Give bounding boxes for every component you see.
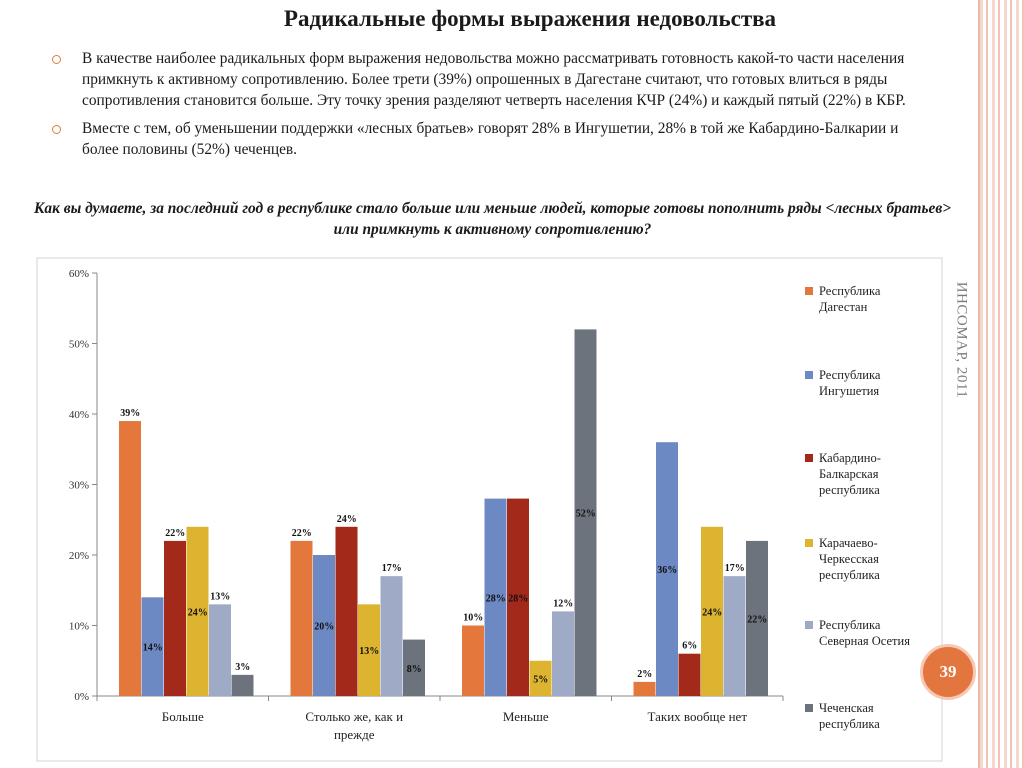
legend-swatch (805, 454, 813, 462)
y-tick-label: 60% (69, 268, 89, 280)
decorative-stripe-edge (978, 0, 980, 768)
bar (403, 639, 425, 696)
legend-label: Республика (819, 284, 881, 298)
data-label: 28% (486, 593, 506, 604)
bar (507, 498, 529, 696)
x-category-label: Таких вообще нет (647, 709, 747, 724)
bullet-circle-icon (52, 125, 61, 134)
bullet-item: Вместе с тем, об уменьшении поддержки «л… (52, 118, 922, 160)
bar (313, 555, 335, 696)
bar (574, 329, 597, 696)
legend-swatch (805, 371, 813, 379)
y-tick-label: 10% (69, 621, 89, 633)
data-label: 24% (188, 607, 208, 618)
bar (380, 576, 403, 696)
data-label: 6% (682, 641, 697, 652)
x-category-label: Больше (162, 709, 204, 724)
bar (678, 653, 701, 696)
data-label: 22% (292, 528, 312, 539)
legend-label: Балкарская (819, 467, 879, 481)
bar (484, 498, 507, 696)
bar (701, 526, 723, 696)
legend-label: Республика (819, 618, 881, 632)
legend-swatch (805, 704, 813, 712)
data-label: 14% (143, 643, 163, 654)
legend-label: Ингушетия (819, 384, 879, 398)
bullet-text: Вместе с тем, об уменьшении поддержки «л… (82, 120, 899, 158)
data-label: 17% (725, 563, 745, 574)
legend-label: Черкесская (819, 552, 879, 566)
x-category-label: Меньше (503, 709, 549, 724)
legend-swatch (805, 287, 813, 295)
bar (141, 597, 164, 696)
data-label: 36% (657, 565, 677, 576)
legend-swatch (805, 621, 813, 629)
bar (186, 526, 209, 696)
data-label: 20% (314, 622, 334, 633)
y-tick-label: 40% (69, 409, 89, 421)
x-category-label: прежде (334, 727, 375, 742)
bullet-circle-icon (52, 55, 61, 64)
legend-label: республика (819, 483, 880, 497)
data-label: 39% (120, 408, 140, 419)
legend-label: республика (819, 568, 880, 582)
bullet-list: В качестве наиболее радикальных форм выр… (52, 48, 922, 167)
legend-label: республика (819, 717, 880, 731)
data-label: 28% (508, 593, 528, 604)
legend-label: Северная Осетия (819, 634, 910, 648)
bar (633, 681, 656, 696)
bullet-item: В качестве наиболее радикальных форм выр… (52, 48, 922, 111)
data-label: 3% (235, 662, 250, 673)
data-label: 8% (407, 664, 422, 675)
y-tick-label: 30% (69, 480, 89, 492)
slide-title: Радикальные формы выражения недовольства (283, 6, 777, 31)
legend-label: Карачаево- (819, 536, 878, 550)
data-label: 22% (165, 528, 185, 539)
legend-label: Чеченская (819, 701, 874, 715)
bar (164, 540, 186, 696)
source-label: ИНСОМАР, 2011 (953, 281, 970, 399)
bar (290, 540, 313, 696)
data-label: 24% (337, 514, 357, 525)
data-label: 13% (359, 646, 379, 657)
data-label: 12% (553, 598, 573, 609)
bar (209, 604, 231, 696)
legend-swatch (805, 539, 813, 547)
bar (462, 625, 484, 696)
decorative-stripes (980, 0, 1024, 768)
y-tick-label: 0% (74, 691, 89, 703)
data-label: 2% (637, 669, 652, 680)
data-label: 5% (533, 674, 548, 685)
bar (723, 576, 746, 696)
data-label: 22% (747, 614, 767, 625)
bar (746, 540, 768, 696)
data-label: 10% (463, 613, 483, 624)
bar (231, 674, 254, 696)
legend-label: Дагестан (819, 300, 868, 314)
data-label: 17% (382, 563, 402, 574)
bar (119, 421, 141, 696)
survey-question: Как вы думаете, за последний год в респу… (33, 200, 952, 238)
bar (529, 660, 552, 696)
bar (656, 442, 678, 696)
page-number-badge: 39 (920, 644, 976, 700)
bar (335, 526, 358, 696)
data-label: 24% (702, 607, 722, 618)
data-label: 13% (210, 591, 230, 602)
bar (552, 611, 574, 696)
data-label: 52% (576, 509, 596, 520)
bar (358, 604, 380, 696)
legend-label: Кабардино- (819, 451, 881, 465)
y-tick-label: 20% (69, 550, 89, 562)
legend-label: Республика (819, 368, 881, 382)
y-tick-label: 50% (69, 339, 89, 351)
bullet-text: В качестве наиболее радикальных форм выр… (82, 50, 906, 109)
chart-frame (36, 257, 943, 762)
x-category-label: Столько же, как и (305, 709, 403, 724)
